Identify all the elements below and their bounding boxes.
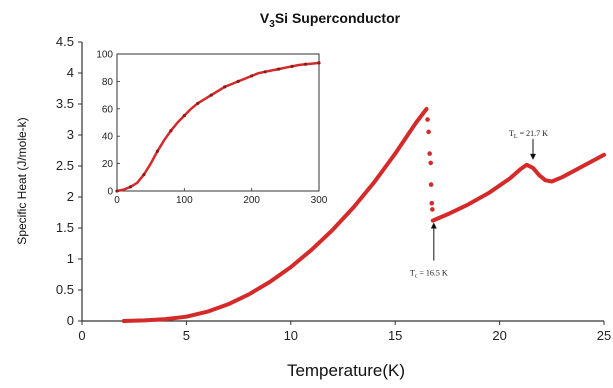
inset-point xyxy=(236,79,240,83)
x-tick-label: 20 xyxy=(492,328,506,343)
tc-annotation: Tc = 16.5 K xyxy=(410,269,448,280)
x-tick-label: 0 xyxy=(78,328,85,343)
inset-point xyxy=(250,74,254,78)
inset-curve-line xyxy=(115,61,321,193)
x-tick-label: 25 xyxy=(597,328,611,343)
y-tick-label: 4 xyxy=(67,65,74,80)
inset-x-tick-label: 100 xyxy=(176,195,193,206)
inset-point xyxy=(263,70,267,74)
transition-point xyxy=(426,129,431,135)
transition-point xyxy=(428,182,434,187)
tl-arrow-head xyxy=(530,153,537,160)
inset-y-tick-label: 100 xyxy=(96,50,113,61)
inset-point xyxy=(209,93,213,97)
chart-title: V3Si Superconductor xyxy=(260,10,401,30)
y-tick-label: 2.5 xyxy=(56,158,74,173)
inset-point xyxy=(115,189,119,193)
y-tick-label: 4.5 xyxy=(56,34,74,49)
y-tick-label: 1.5 xyxy=(56,220,74,235)
y-axis-label: Specific Heat (J/mole-k) xyxy=(15,117,29,244)
inset-point xyxy=(223,85,227,89)
x-tick-label: 15 xyxy=(388,328,402,343)
tl-annotation: TL = 21.7 K xyxy=(509,129,548,140)
chart-labels: V3Si Superconductor Temperature(K) Specifi… xyxy=(15,10,405,380)
inset-y-tick-label: 80 xyxy=(102,77,114,88)
inset-point xyxy=(142,172,146,177)
main-plot: 0 0.5 1 1.5 2 2.5 3 3.5 4 4.5 0 5 10 15 20 25 TL = 21.7 … xyxy=(56,34,611,343)
inset-y-tick-label: 60 xyxy=(102,104,114,115)
inset-point xyxy=(317,61,321,65)
inset-x-tick-label: 300 xyxy=(311,195,328,206)
inset-point xyxy=(169,129,173,133)
inset-y-tick-label: 20 xyxy=(102,159,114,170)
transition-point xyxy=(429,200,435,206)
transition-point xyxy=(427,151,432,156)
x-axis-label: Temperature(K) xyxy=(287,361,405,380)
y-tick-label: 3 xyxy=(67,127,74,142)
transition-point xyxy=(430,207,435,212)
inset-point xyxy=(196,101,200,105)
y-tick-label: 0 xyxy=(67,313,74,328)
main-curve-line xyxy=(121,107,429,323)
inset-plot: 0 20 40 60 80 100 0 100 200 300 xyxy=(96,50,327,207)
y-tick-label: 2 xyxy=(67,189,74,204)
tc-arrow-head xyxy=(430,222,437,229)
inset-y-tick-label: 0 xyxy=(107,187,113,198)
y-tick-label: 0.5 xyxy=(56,282,74,297)
inset-x-tick-label: 0 xyxy=(114,195,120,206)
inset-point xyxy=(128,185,133,189)
inset-x-tick-label: 200 xyxy=(243,195,260,206)
inset-y-tick-label: 40 xyxy=(102,132,114,143)
inset-point xyxy=(155,149,159,153)
x-tick-label: 5 xyxy=(183,328,190,343)
transition-point xyxy=(428,160,433,166)
upper-curve-line xyxy=(430,152,606,223)
inset-point xyxy=(290,64,294,68)
y-tick-label: 1 xyxy=(67,251,74,266)
y-tick-label: 3.5 xyxy=(56,96,74,111)
inset-point xyxy=(277,67,281,71)
transition-point xyxy=(425,117,430,122)
x-tick-label: 10 xyxy=(284,328,298,343)
inset-frame xyxy=(116,53,320,192)
inset-point xyxy=(303,62,308,66)
inset-point xyxy=(182,114,186,118)
